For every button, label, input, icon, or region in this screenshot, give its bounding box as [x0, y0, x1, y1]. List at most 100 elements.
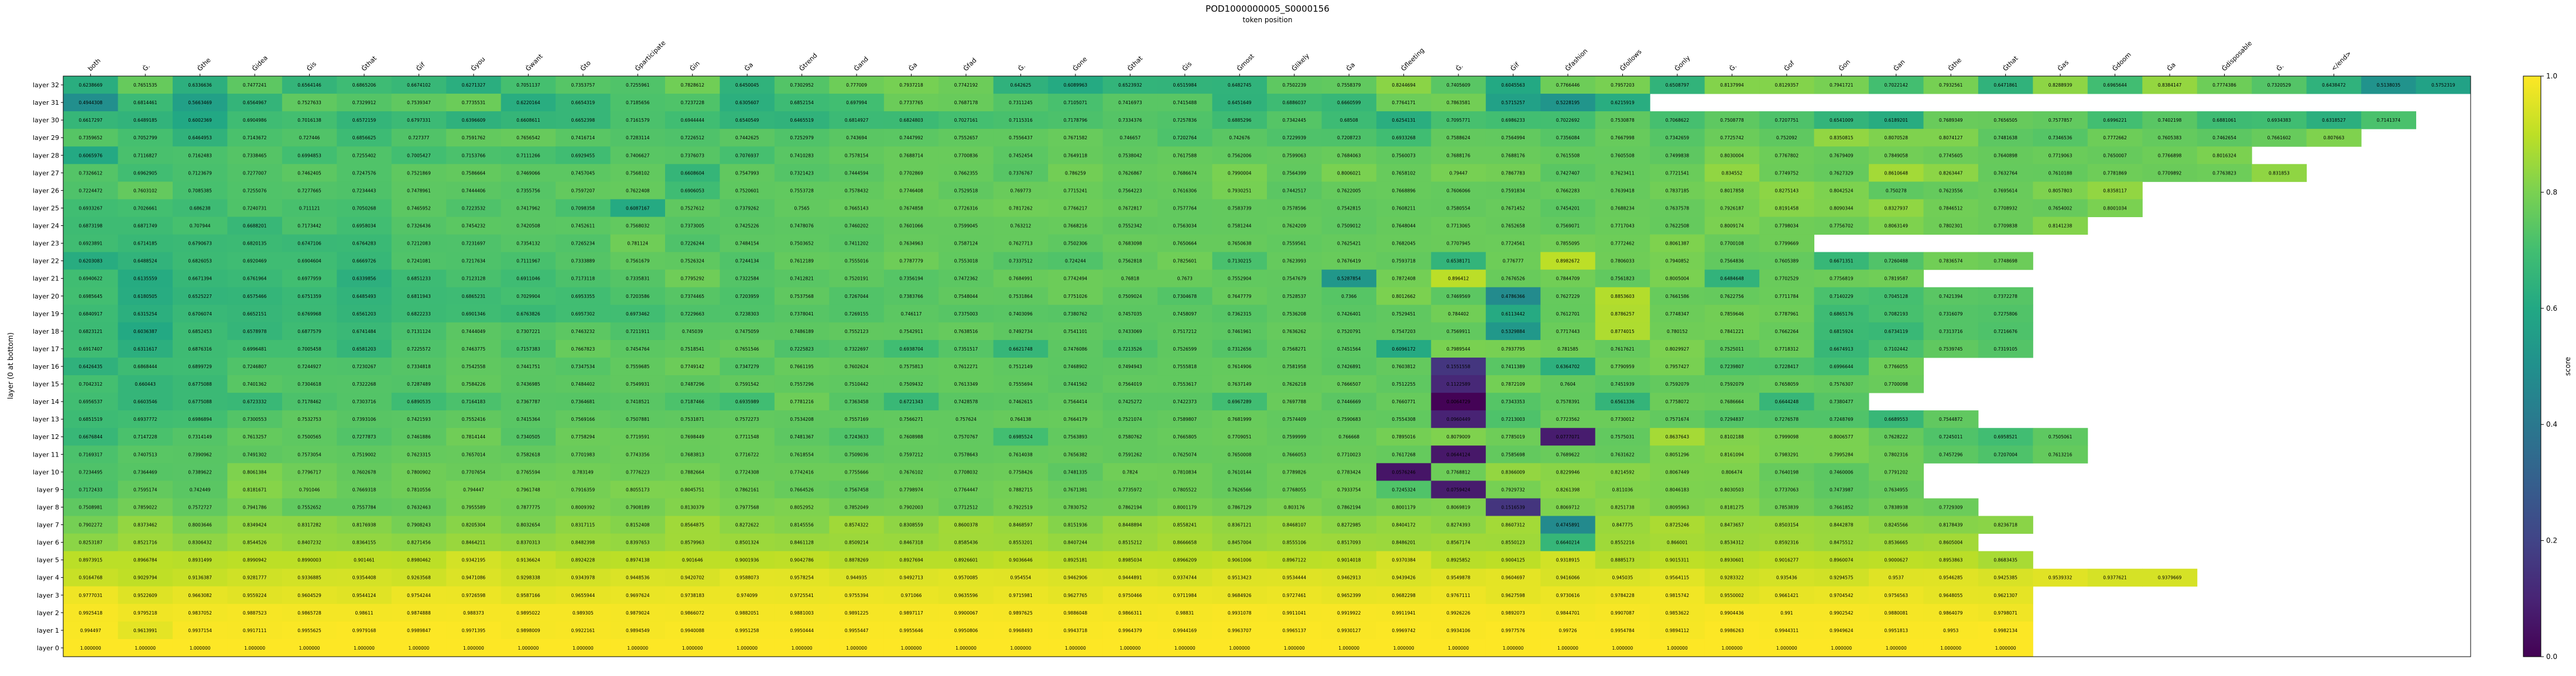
cell-value-label: 0.7781216 [790, 399, 814, 404]
heatmap-cell [1869, 375, 1924, 393]
y-tick-label: layer 24 [33, 222, 59, 230]
heatmap-cell [1595, 322, 1650, 341]
heatmap-cell [1595, 339, 1650, 358]
cell-value-label: 0.9621307 [1993, 593, 2017, 598]
cell-value-label: 0.9655944 [571, 593, 595, 598]
cell-value-label: 0.742676 [1229, 135, 1250, 140]
cell-value-label: 0.7916359 [571, 487, 595, 492]
heatmap-cell [1978, 287, 2033, 306]
cell-value-label: 0.9887523 [243, 610, 267, 616]
heatmap-cell [1650, 269, 1705, 288]
cell-value-label: 0.8263447 [1939, 170, 1963, 176]
cell-value-label: 0.6464953 [188, 135, 212, 140]
heatmap-cell [172, 234, 228, 253]
heatmap-cell [1212, 516, 1268, 534]
heatmap-cell [1595, 410, 1650, 428]
cell-value-label: 0.6203083 [78, 259, 102, 264]
cell-value-label: 0.6904986 [243, 118, 267, 123]
cell-value-label: 0.7531871 [680, 417, 704, 422]
cell-value-label: 0.7050268 [352, 205, 376, 211]
heatmap-cell [1212, 304, 1268, 323]
heatmap-cell [1102, 322, 1158, 341]
heatmap-cell [1267, 146, 1322, 164]
cell-value-label: 0.7932561 [1939, 83, 1963, 88]
cell-value-label: 0.8555106 [1282, 540, 1306, 545]
heatmap-cell [1704, 498, 1760, 517]
cell-value-label: 0.7862161 [735, 487, 759, 492]
cell-value-label: 0.7730012 [1611, 417, 1635, 422]
cell-value-label: 0.7421394 [1939, 294, 1963, 299]
heatmap-cell [665, 217, 720, 235]
cell-value-label: 0.8786257 [1611, 311, 1635, 317]
cell-value-label: 0.7863581 [1447, 100, 1471, 105]
cell-value-label: 0.7652658 [1501, 224, 1525, 229]
cell-value-label: 0.746117 [901, 311, 922, 317]
cell-value-label: 0.7605383 [2158, 135, 2182, 140]
cell-value-label: 0.7577764 [1173, 205, 1197, 211]
heatmap-cell [1540, 568, 1596, 587]
cell-value-label: 0.8079009 [1447, 434, 1471, 440]
cell-value-label: 0.6220164 [516, 100, 540, 105]
cell-value-label: 0.7735972 [1118, 487, 1142, 492]
heatmap-cell [1869, 586, 1924, 605]
heatmap-cell [610, 481, 666, 499]
heatmap-cell [1650, 304, 1705, 323]
cell-value-label: 0.7217634 [462, 259, 486, 264]
cell-value-label: 0.6734119 [1884, 329, 1908, 334]
heatmap-cell [391, 498, 447, 517]
cell-value-label: 0.7583739 [1228, 205, 1252, 211]
cell-value-label: 0.8095963 [1666, 505, 1690, 510]
heatmap-cell [720, 568, 775, 587]
heatmap-cell [1212, 357, 1268, 376]
heatmap-cell [227, 357, 283, 376]
cell-value-label: 0.9439426 [1392, 575, 1416, 581]
heatmap-cell [938, 181, 994, 200]
heatmap-cell [172, 393, 228, 411]
cell-value-label: 0.6815924 [1830, 329, 1854, 334]
cell-value-label: 0.7618554 [790, 452, 814, 457]
cell-value-label: 0.8927694 [899, 558, 923, 563]
cell-value-label: 0.7593718 [1392, 259, 1416, 264]
heatmap-cell [1869, 217, 1924, 235]
cell-value-label: 0.7376073 [680, 153, 704, 158]
cell-value-label: 0.7937795 [1501, 346, 1525, 352]
cell-value-label: 0.9756563 [1884, 593, 1908, 598]
cell-value-label: 0.6820135 [243, 241, 267, 246]
heatmap-cell [610, 217, 666, 235]
heatmap-cell [829, 181, 885, 200]
cell-value-label: 0.9925418 [78, 610, 102, 616]
heatmap-cell [1267, 568, 1322, 587]
heatmap-cell [1102, 146, 1158, 164]
cell-value-label: 0.7650638 [1228, 241, 1252, 246]
cell-value-label: 0.9971395 [462, 628, 486, 633]
heatmap-cell [118, 339, 173, 358]
heatmap-cell [1376, 76, 1431, 94]
cell-value-label: 0.7457296 [1939, 452, 1963, 457]
heatmap-cell [1431, 234, 1486, 253]
heatmap-cell [1321, 269, 1377, 288]
cell-value-label: 0.0064729 [1447, 399, 1471, 404]
heatmap-cell [1650, 428, 1705, 446]
cell-value-label: 0.7237228 [680, 100, 704, 105]
heatmap-cell [883, 146, 939, 164]
cell-value-label: 0.7212083 [407, 241, 431, 246]
cell-value-label: 0.9864079 [1939, 610, 1963, 616]
cell-value-label: 0.8161094 [1720, 452, 1744, 457]
cell-value-label: 0.7592079 [1666, 382, 1690, 387]
heatmap-cell [1431, 94, 1486, 112]
cell-value-label: 0.7872408 [1392, 276, 1416, 282]
cell-value-label: 0.7810556 [407, 487, 431, 492]
heatmap-cell [337, 304, 392, 323]
heatmap-cell [829, 463, 885, 481]
heatmap-cell [720, 498, 775, 517]
heatmap-cell [2033, 164, 2088, 182]
heatmap-cell [774, 516, 830, 534]
heatmap-cell [1759, 129, 1815, 147]
cell-value-label: 0.7589807 [1173, 417, 1197, 422]
heatmap-cell [610, 586, 666, 605]
heatmap-cell [1267, 76, 1322, 94]
heatmap-cell [63, 199, 118, 217]
heatmap-cell [1978, 428, 2033, 446]
cell-value-label: 0.7859646 [1720, 311, 1744, 317]
heatmap-cell [63, 410, 118, 428]
